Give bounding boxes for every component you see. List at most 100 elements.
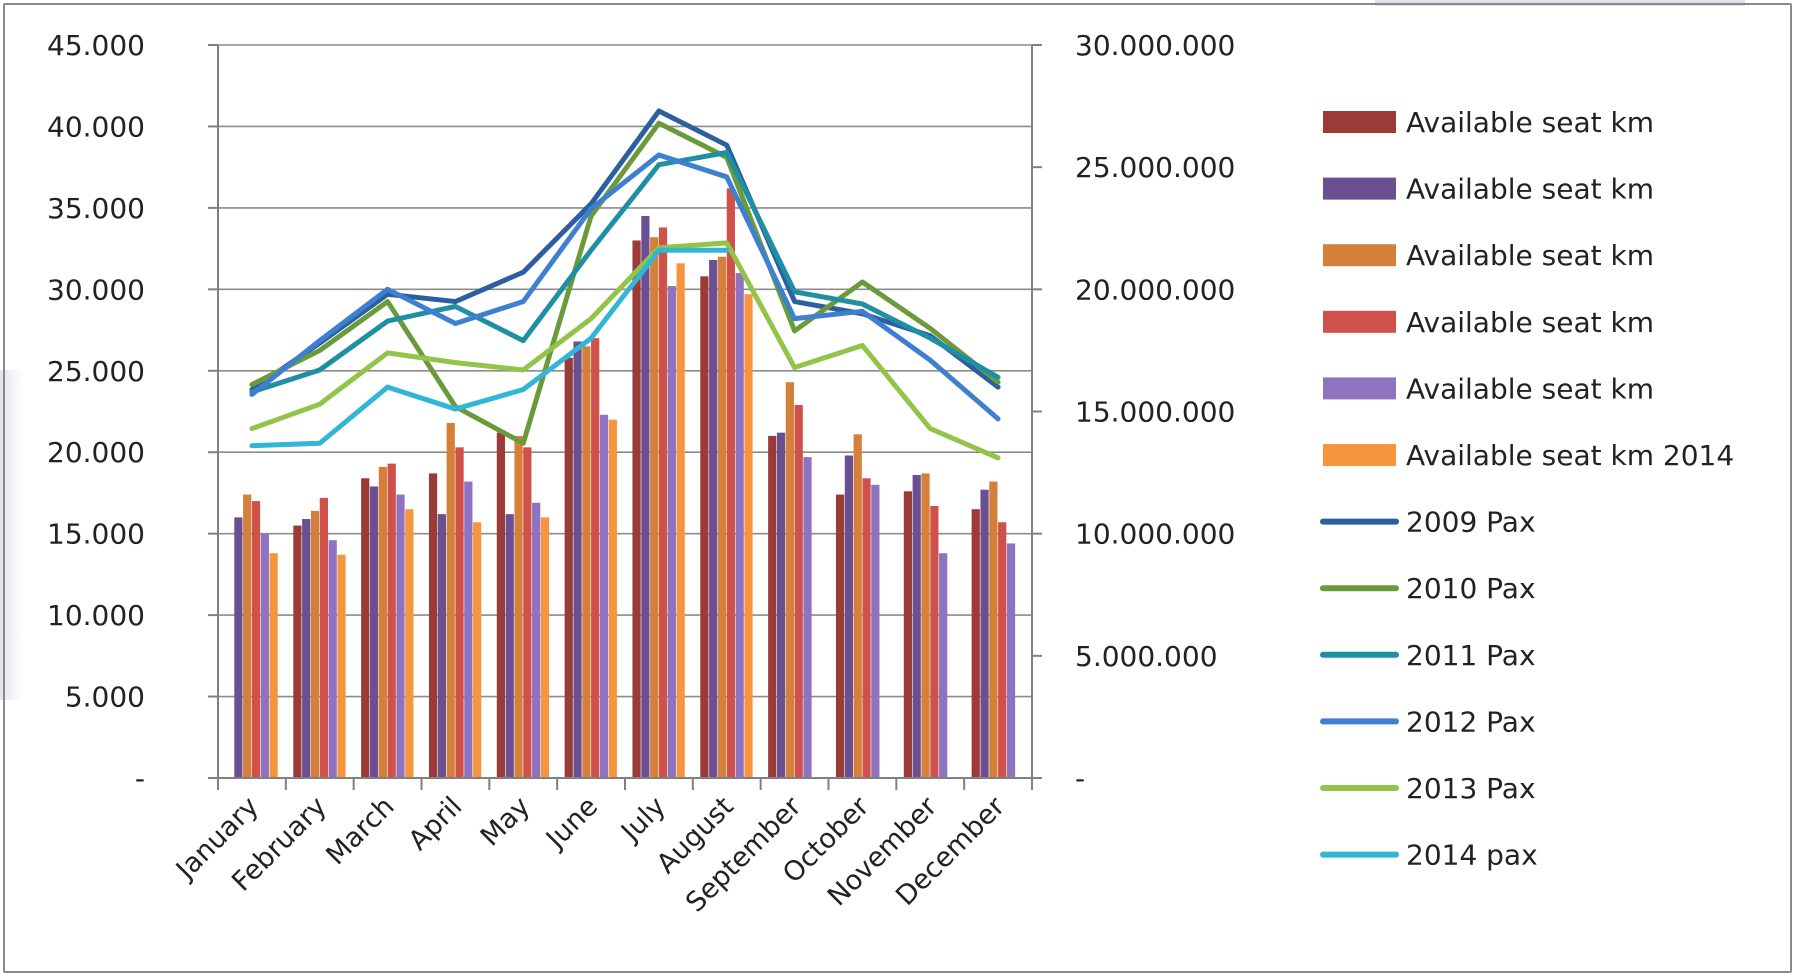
line-2011-pax <box>249 150 1001 395</box>
bar-december-series-3 <box>989 481 998 778</box>
bar-february-series-3 <box>310 510 320 778</box>
bar-july-series-6 <box>676 263 685 778</box>
bar-may-series-2 <box>505 514 514 778</box>
legend-label: Available seat km <box>1406 106 1654 139</box>
bar-june-series-3 <box>582 346 591 778</box>
x-tick-label-june: June <box>539 791 604 856</box>
right-tick-label: 5.000.000 <box>1075 640 1218 673</box>
left-tick-label: - <box>135 762 145 795</box>
bar-february-series-5 <box>328 540 337 778</box>
bar-june-series-1 <box>564 357 573 778</box>
bar-january-series-2 <box>234 517 243 778</box>
bar-november-series-5 <box>939 553 948 778</box>
bar-march-series-6 <box>405 509 414 778</box>
bar-september-series-1 <box>768 435 777 778</box>
bar-february-series-6 <box>337 554 346 778</box>
left-tick-label: 20.000 <box>47 436 145 469</box>
legend-label: 2014 pax <box>1406 839 1538 872</box>
bar-march-series-1 <box>361 478 370 778</box>
left-tick-label: 25.000 <box>47 355 145 388</box>
left-tick-label: 40.000 <box>47 110 145 143</box>
bar-may-series-3 <box>514 435 523 778</box>
legend-label: 2013 Pax <box>1406 772 1536 805</box>
left-tick-label: 35.000 <box>47 192 145 225</box>
bar-october-series-5 <box>871 484 880 778</box>
bar-october-series-1 <box>835 494 845 778</box>
right-tick-label: 30.000.000 <box>1075 29 1235 62</box>
chart-border <box>3 3 1792 973</box>
bar-october-series-4 <box>862 478 871 778</box>
legend: Available seat km Available seat km Availa… <box>1320 106 1734 872</box>
legend-label: 2009 Pax <box>1406 506 1536 539</box>
left-tick-label: 45.000 <box>47 29 145 62</box>
axes <box>208 44 1042 790</box>
bar-june-series-2 <box>573 341 582 778</box>
line-2014-pax <box>249 247 730 449</box>
legend-label: Available seat km <box>1406 239 1654 272</box>
legend-swatch-bar <box>1323 377 1396 400</box>
bar-january-series-4 <box>251 501 261 778</box>
bar-april-series-6 <box>473 522 482 778</box>
bar-july-series-4 <box>658 227 668 778</box>
legend-swatch-bar <box>1323 244 1396 267</box>
bar-november-series-4 <box>930 505 939 778</box>
bar-september-series-3 <box>785 382 794 778</box>
bar-august-series-1 <box>700 276 709 778</box>
line-2012-pax <box>249 152 1001 422</box>
bar-january-series-3 <box>243 494 252 778</box>
legend-swatch-bar <box>1323 177 1396 200</box>
bar-march-series-3 <box>378 466 387 778</box>
legend-label: 2010 Pax <box>1406 572 1536 605</box>
legend-label: Available seat km <box>1406 372 1654 405</box>
left-tick-label: 5.000 <box>65 681 145 714</box>
line-2013-pax <box>249 240 1001 461</box>
bar-june-series-4 <box>591 338 600 778</box>
bar-september-series-2 <box>776 432 786 778</box>
bar-august-series-2 <box>709 260 718 778</box>
bar-august-series-6 <box>744 294 753 778</box>
bar-december-series-2 <box>980 489 989 778</box>
bar-september-series-5 <box>803 457 812 778</box>
legend-label: 2011 Pax <box>1406 639 1536 672</box>
bar-july-series-3 <box>650 237 659 778</box>
bar-december-series-1 <box>971 509 980 778</box>
bar-august-series-4 <box>726 188 735 779</box>
legend-label: 2012 Pax <box>1406 705 1536 738</box>
bar-may-series-1 <box>496 432 506 778</box>
right-tick-label: - <box>1075 762 1085 795</box>
bar-june-series-5 <box>599 414 609 778</box>
bar-january-series-5 <box>260 533 269 778</box>
bar-may-series-5 <box>532 502 541 778</box>
bar-october-series-2 <box>844 455 853 778</box>
line-2009-pax <box>249 108 1001 393</box>
left-tick-label: 15.000 <box>47 518 145 551</box>
bar-april-series-4 <box>455 447 464 778</box>
bar-january-series-6 <box>269 553 278 778</box>
bar-july-series-1 <box>632 240 641 779</box>
x-tick-label-april: April <box>403 791 469 857</box>
bar-june-series-6 <box>608 419 617 778</box>
bar-march-series-2 <box>369 486 379 778</box>
bar-may-series-6 <box>540 517 550 778</box>
bar-april-series-3 <box>446 422 455 778</box>
left-tick-label: 10.000 <box>47 599 145 632</box>
bar-april-series-5 <box>464 481 473 778</box>
bar-august-series-3 <box>717 256 727 778</box>
bar-november-series-2 <box>912 475 921 778</box>
right-tick-label: 25.000.000 <box>1075 151 1235 184</box>
bar-december-series-4 <box>998 522 1007 778</box>
bar-july-series-2 <box>641 216 650 778</box>
bar-may-series-4 <box>523 447 532 778</box>
x-tick-label-may: May <box>475 791 536 852</box>
bar-december-series-5 <box>1006 543 1016 778</box>
right-tick-label: 15.000.000 <box>1075 396 1235 429</box>
x-tick-label-july: July <box>614 791 672 849</box>
bar-september-series-4 <box>794 404 803 778</box>
bar-april-series-2 <box>437 514 446 778</box>
legend-label: Available seat km <box>1406 173 1654 206</box>
legend-swatch-bar <box>1323 310 1396 333</box>
legend-label: Available seat km <box>1406 306 1654 339</box>
legend-label: Available seat km 2014 <box>1406 439 1734 472</box>
bar-series-layer <box>234 188 1016 779</box>
